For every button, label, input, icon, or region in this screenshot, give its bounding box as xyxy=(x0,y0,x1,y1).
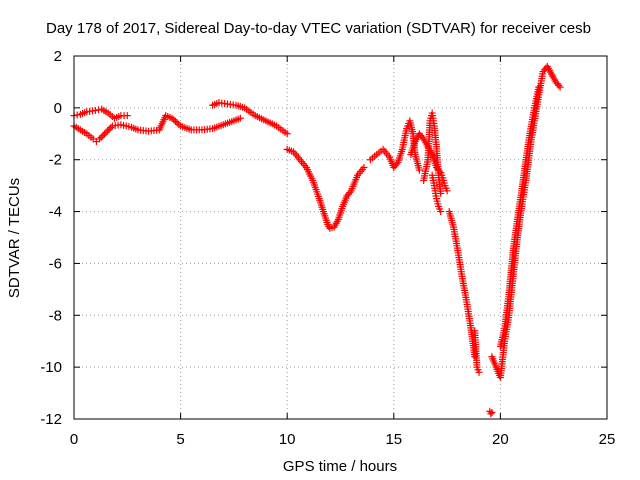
y-tick-label: -10 xyxy=(40,359,62,376)
y-axis-ticks: 2 0 -2 -4 -6 -8 -10 -12 xyxy=(40,48,607,428)
data-point xyxy=(96,135,104,143)
data-point xyxy=(488,409,496,417)
x-tick-label: 15 xyxy=(385,431,402,448)
data-point xyxy=(283,130,291,138)
data-point xyxy=(393,160,401,168)
data-point xyxy=(168,114,176,122)
data-point xyxy=(99,132,107,140)
x-axis-label: GPS time / hours xyxy=(283,458,397,475)
data-point xyxy=(104,127,112,135)
data-point xyxy=(95,106,103,114)
plot-border xyxy=(73,55,608,420)
data-point xyxy=(487,410,495,418)
data-point xyxy=(471,353,479,361)
data-point xyxy=(171,117,179,125)
x-axis-ticks: 0 5 10 15 20 25 xyxy=(70,56,616,448)
data-point xyxy=(105,125,113,133)
data-point xyxy=(360,163,368,171)
y-tick-label: -8 xyxy=(49,307,62,324)
data-point xyxy=(555,81,563,89)
data-point xyxy=(535,83,543,91)
y-tick-label: -6 xyxy=(49,255,62,272)
y-tick-label: 2 xyxy=(54,48,62,65)
data-point xyxy=(475,368,483,376)
data-point xyxy=(123,112,131,120)
x-tick-label: 20 xyxy=(492,431,509,448)
data-point xyxy=(173,119,181,127)
data-point xyxy=(100,130,108,138)
data-point xyxy=(97,133,105,141)
data-point xyxy=(418,133,426,141)
data-point xyxy=(236,114,244,122)
y-tick-label: -2 xyxy=(49,152,62,169)
chart-title: Day 178 of 2017, Sidereal Day-to-day VTE… xyxy=(46,20,591,37)
y-tick-label: -12 xyxy=(40,411,62,428)
data-point xyxy=(437,208,445,216)
gridlines xyxy=(74,56,607,419)
y-tick-label: 0 xyxy=(54,100,62,117)
data-point xyxy=(443,187,451,195)
y-axis-label: SDTVAR / TECUs xyxy=(6,178,23,298)
data-point xyxy=(107,124,115,132)
x-tick-label: 0 xyxy=(70,431,78,448)
data-point xyxy=(73,111,81,119)
data-point xyxy=(175,120,183,128)
data-point xyxy=(415,166,423,174)
y-tick-label: -4 xyxy=(49,204,62,221)
data-point xyxy=(102,128,110,136)
data-points xyxy=(70,62,564,418)
data-point xyxy=(346,189,354,197)
data-point xyxy=(170,116,178,124)
x-tick-label: 5 xyxy=(176,431,184,448)
x-tick-label: 25 xyxy=(599,431,616,448)
data-point xyxy=(556,83,564,91)
x-tick-label: 10 xyxy=(279,431,296,448)
data-point xyxy=(91,106,99,114)
